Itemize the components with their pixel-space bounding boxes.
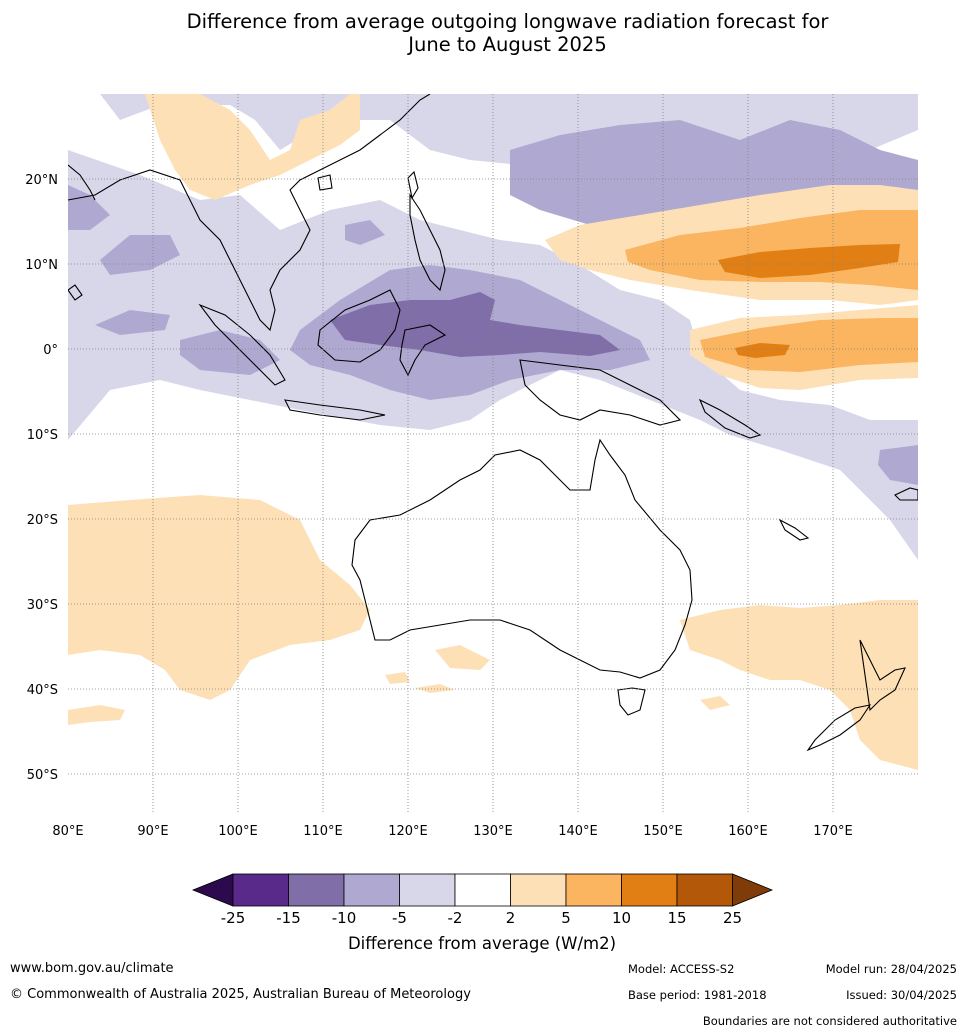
- colorbar-segment: [399, 873, 456, 907]
- anomaly-band-10-15: [718, 244, 900, 358]
- lon-label: 90°E: [137, 824, 168, 839]
- new-guinea-coastline: [519, 359, 682, 426]
- colorbar-segment: [232, 873, 289, 907]
- lat-label: 40°S: [27, 683, 58, 698]
- hainan-coastline: [317, 174, 333, 191]
- lat-label: 20°S: [27, 513, 58, 528]
- colorbar-segment: [621, 873, 678, 907]
- lon-label: 170°E: [813, 824, 853, 839]
- philippines-coastline: [409, 193, 446, 292]
- colorbar-tick: 5: [561, 909, 571, 927]
- lon-label: 140°E: [558, 824, 598, 839]
- title-line-2: June to August 2025: [408, 33, 607, 56]
- colorbar-tick: 10: [612, 909, 631, 927]
- title-line-1: Difference from average outgoing longwav…: [186, 10, 829, 33]
- java-coastline: [284, 399, 386, 421]
- model-text: Model: ACCESS-S2: [628, 962, 735, 976]
- colorbar-segment: [454, 873, 511, 907]
- issued-text: Issued: 30/04/2025: [846, 988, 957, 1002]
- lon-label: 100°E: [218, 824, 258, 839]
- latitude-labels: 20°N 10°N 0° 10°S 20°S 30°S 40°S 50°S: [25, 173, 58, 783]
- colorbar-title: Difference from average (W/m2): [348, 934, 616, 953]
- taiwan-coastline: [407, 170, 419, 200]
- new-caledonia-coastline: [778, 518, 810, 541]
- lon-label: 130°E: [473, 824, 513, 839]
- colorbar-segment: [510, 873, 567, 907]
- lat-label: 30°S: [27, 598, 58, 613]
- lon-label: 80°E: [52, 824, 83, 839]
- india-coastline: [68, 164, 96, 201]
- boundaries-disclaimer: Boundaries are not considered authoritat…: [702, 1014, 957, 1028]
- lat-label: 10°N: [25, 258, 58, 273]
- colorbar-segment: [676, 873, 733, 907]
- longitude-labels: 80°E 90°E 100°E 110°E 120°E 130°E 140°E …: [52, 824, 852, 839]
- colorbar-segment: [565, 873, 622, 907]
- lon-label: 110°E: [303, 824, 343, 839]
- colorbar-tick: 2: [506, 909, 516, 927]
- graticule: [68, 94, 918, 814]
- website-link[interactable]: www.bom.gov.au/climate: [10, 961, 174, 976]
- lon-label: 150°E: [643, 824, 683, 839]
- lon-label: 120°E: [388, 824, 428, 839]
- colorbar-lower-extend: [191, 873, 234, 907]
- lon-label: 160°E: [728, 824, 768, 839]
- borneo-coastline: [317, 289, 401, 363]
- sulawesi-coastline: [399, 324, 447, 377]
- lat-label: 20°N: [25, 173, 58, 188]
- colorbar-tick: -2: [448, 909, 463, 927]
- fiji-coastline: [894, 487, 918, 501]
- colorbar-segment: [288, 873, 345, 907]
- colorbar-tick: -5: [392, 909, 407, 927]
- coastlines: [68, 94, 918, 752]
- colorbar-tick: -15: [276, 909, 301, 927]
- new-zealand-south-coastline: [806, 704, 872, 752]
- colorbar-upper-extend: [732, 873, 774, 907]
- sri-lanka-coastline: [68, 284, 83, 301]
- copyright-text: © Commonwealth of Australia 2025, Austra…: [10, 987, 471, 1002]
- asia-coastline: [68, 94, 431, 332]
- lat-label: 10°S: [27, 428, 58, 443]
- lat-label: 0°: [43, 343, 58, 358]
- chart-title: Difference from average outgoing longwav…: [0, 10, 965, 56]
- colorbar-tick: -10: [332, 909, 357, 927]
- solomon-islands-coastline: [698, 398, 762, 439]
- colorbar-tick-labels: -25 -15 -10 -5 -2 2 5 10 15 25: [221, 909, 742, 927]
- new-zealand-north-coastline: [859, 639, 906, 712]
- colorbar-tick: 25: [723, 909, 742, 927]
- base-period-text: Base period: 1981-2018: [628, 988, 767, 1002]
- colorbar-tick: 15: [667, 909, 686, 927]
- sumatra-coastline: [198, 303, 286, 386]
- colorbar-segment: [343, 873, 400, 907]
- model-run-text: Model run: 28/04/2025: [825, 962, 957, 976]
- colorbar: [191, 873, 774, 907]
- colorbar-tick: -25: [221, 909, 246, 927]
- tasmania-coastline: [617, 687, 646, 716]
- lat-label: 50°S: [27, 768, 58, 783]
- australia-coastline: [351, 438, 693, 679]
